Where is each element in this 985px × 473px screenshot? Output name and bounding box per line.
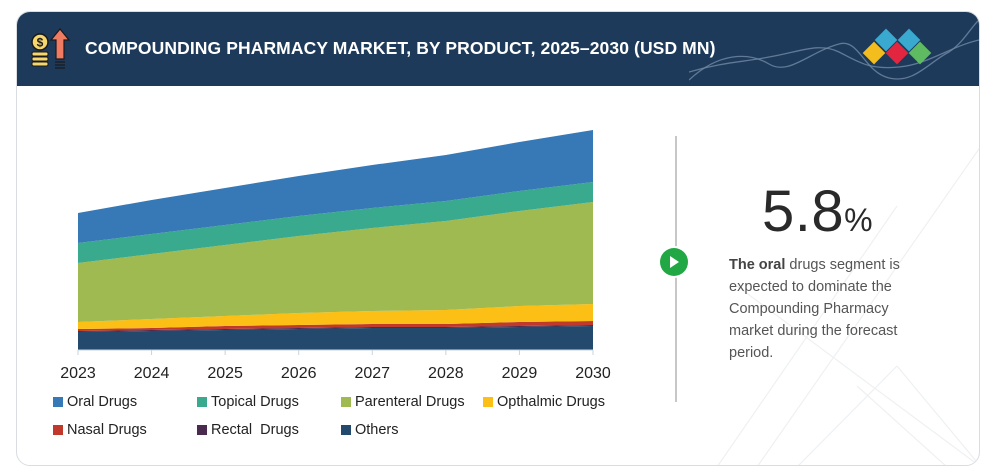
legend-swatch-nasal xyxy=(53,425,63,435)
infographic-card: $ COMPOUNDING PHARMACY MARKET, BY PRODUC… xyxy=(16,11,980,466)
legend-item-topical: Topical Drugs xyxy=(197,394,299,410)
x-tick-label: 2023 xyxy=(60,365,96,382)
x-tick-label: 2024 xyxy=(134,365,170,382)
legend-label: Others xyxy=(355,422,399,438)
legend-item-parenteral: Parenteral Drugs xyxy=(341,394,465,410)
x-tick-label: 2025 xyxy=(207,365,243,382)
x-tick-label: 2029 xyxy=(502,365,538,382)
play-icon xyxy=(670,256,679,268)
insight-description: The oral drugs segment is expected to do… xyxy=(729,254,929,364)
area-parenteral-drugs xyxy=(78,202,593,322)
header-banner: $ COMPOUNDING PHARMACY MARKET, BY PRODUC… xyxy=(17,12,979,86)
legend-swatch-parenteral xyxy=(341,397,351,407)
cagr-unit: % xyxy=(844,202,874,238)
legend-label: Parenteral Drugs xyxy=(355,394,465,410)
money-growth-icon: $ xyxy=(31,28,71,69)
insight-bold: The oral xyxy=(729,257,786,273)
area-rectal-drugs xyxy=(78,325,593,332)
colored-diamonds-logo xyxy=(689,19,979,81)
legend-label: Nasal Drugs xyxy=(67,422,147,438)
legend-swatch-others xyxy=(341,425,351,435)
area-nasal-drugs xyxy=(78,321,593,331)
legend-swatch-opthalmic xyxy=(483,397,493,407)
stacked-area-chart: 2023 2024 2025 2026 2027 2028 2029 2030 xyxy=(60,130,611,382)
area-others xyxy=(78,326,593,350)
svg-text:$: $ xyxy=(37,36,44,50)
x-tick-label: 2028 xyxy=(428,365,464,382)
legend-label: Rectal Drugs xyxy=(211,422,299,438)
x-tick-label: 2030 xyxy=(575,365,611,382)
legend-swatch-oral xyxy=(53,397,63,407)
play-button[interactable] xyxy=(660,248,688,276)
insight-text: drugs segment is expected to dominate th… xyxy=(729,257,900,361)
cagr-value: 5.8% xyxy=(762,178,873,245)
x-tick-label: 2027 xyxy=(354,365,390,382)
background-decoration xyxy=(717,147,979,465)
legend-item-others: Others xyxy=(341,422,399,438)
chart-legend: Oral Drugs Topical Drugs Parenteral Drug… xyxy=(53,392,653,452)
legend-swatch-topical xyxy=(197,397,207,407)
legend-item-opthalmic: Opthalmic Drugs xyxy=(483,394,605,410)
cagr-number: 5.8 xyxy=(762,179,845,244)
legend-label: Oral Drugs xyxy=(67,394,138,410)
page-title: COMPOUNDING PHARMACY MARKET, BY PRODUCT,… xyxy=(85,38,716,58)
legend-item-oral: Oral Drugs xyxy=(53,394,137,410)
legend-item-rectal: Rectal Drugs xyxy=(197,422,299,438)
legend-swatch-rectal xyxy=(197,425,207,435)
x-tick-label: 2026 xyxy=(281,365,317,382)
legend-item-nasal: Nasal Drugs xyxy=(53,422,147,438)
legend-label: Topical Drugs xyxy=(211,394,299,410)
area-opthalmic-drugs xyxy=(78,304,593,329)
area-topical-drugs xyxy=(78,182,593,263)
legend-label: Opthalmic Drugs xyxy=(497,394,605,410)
area-oral-drugs xyxy=(78,130,593,243)
